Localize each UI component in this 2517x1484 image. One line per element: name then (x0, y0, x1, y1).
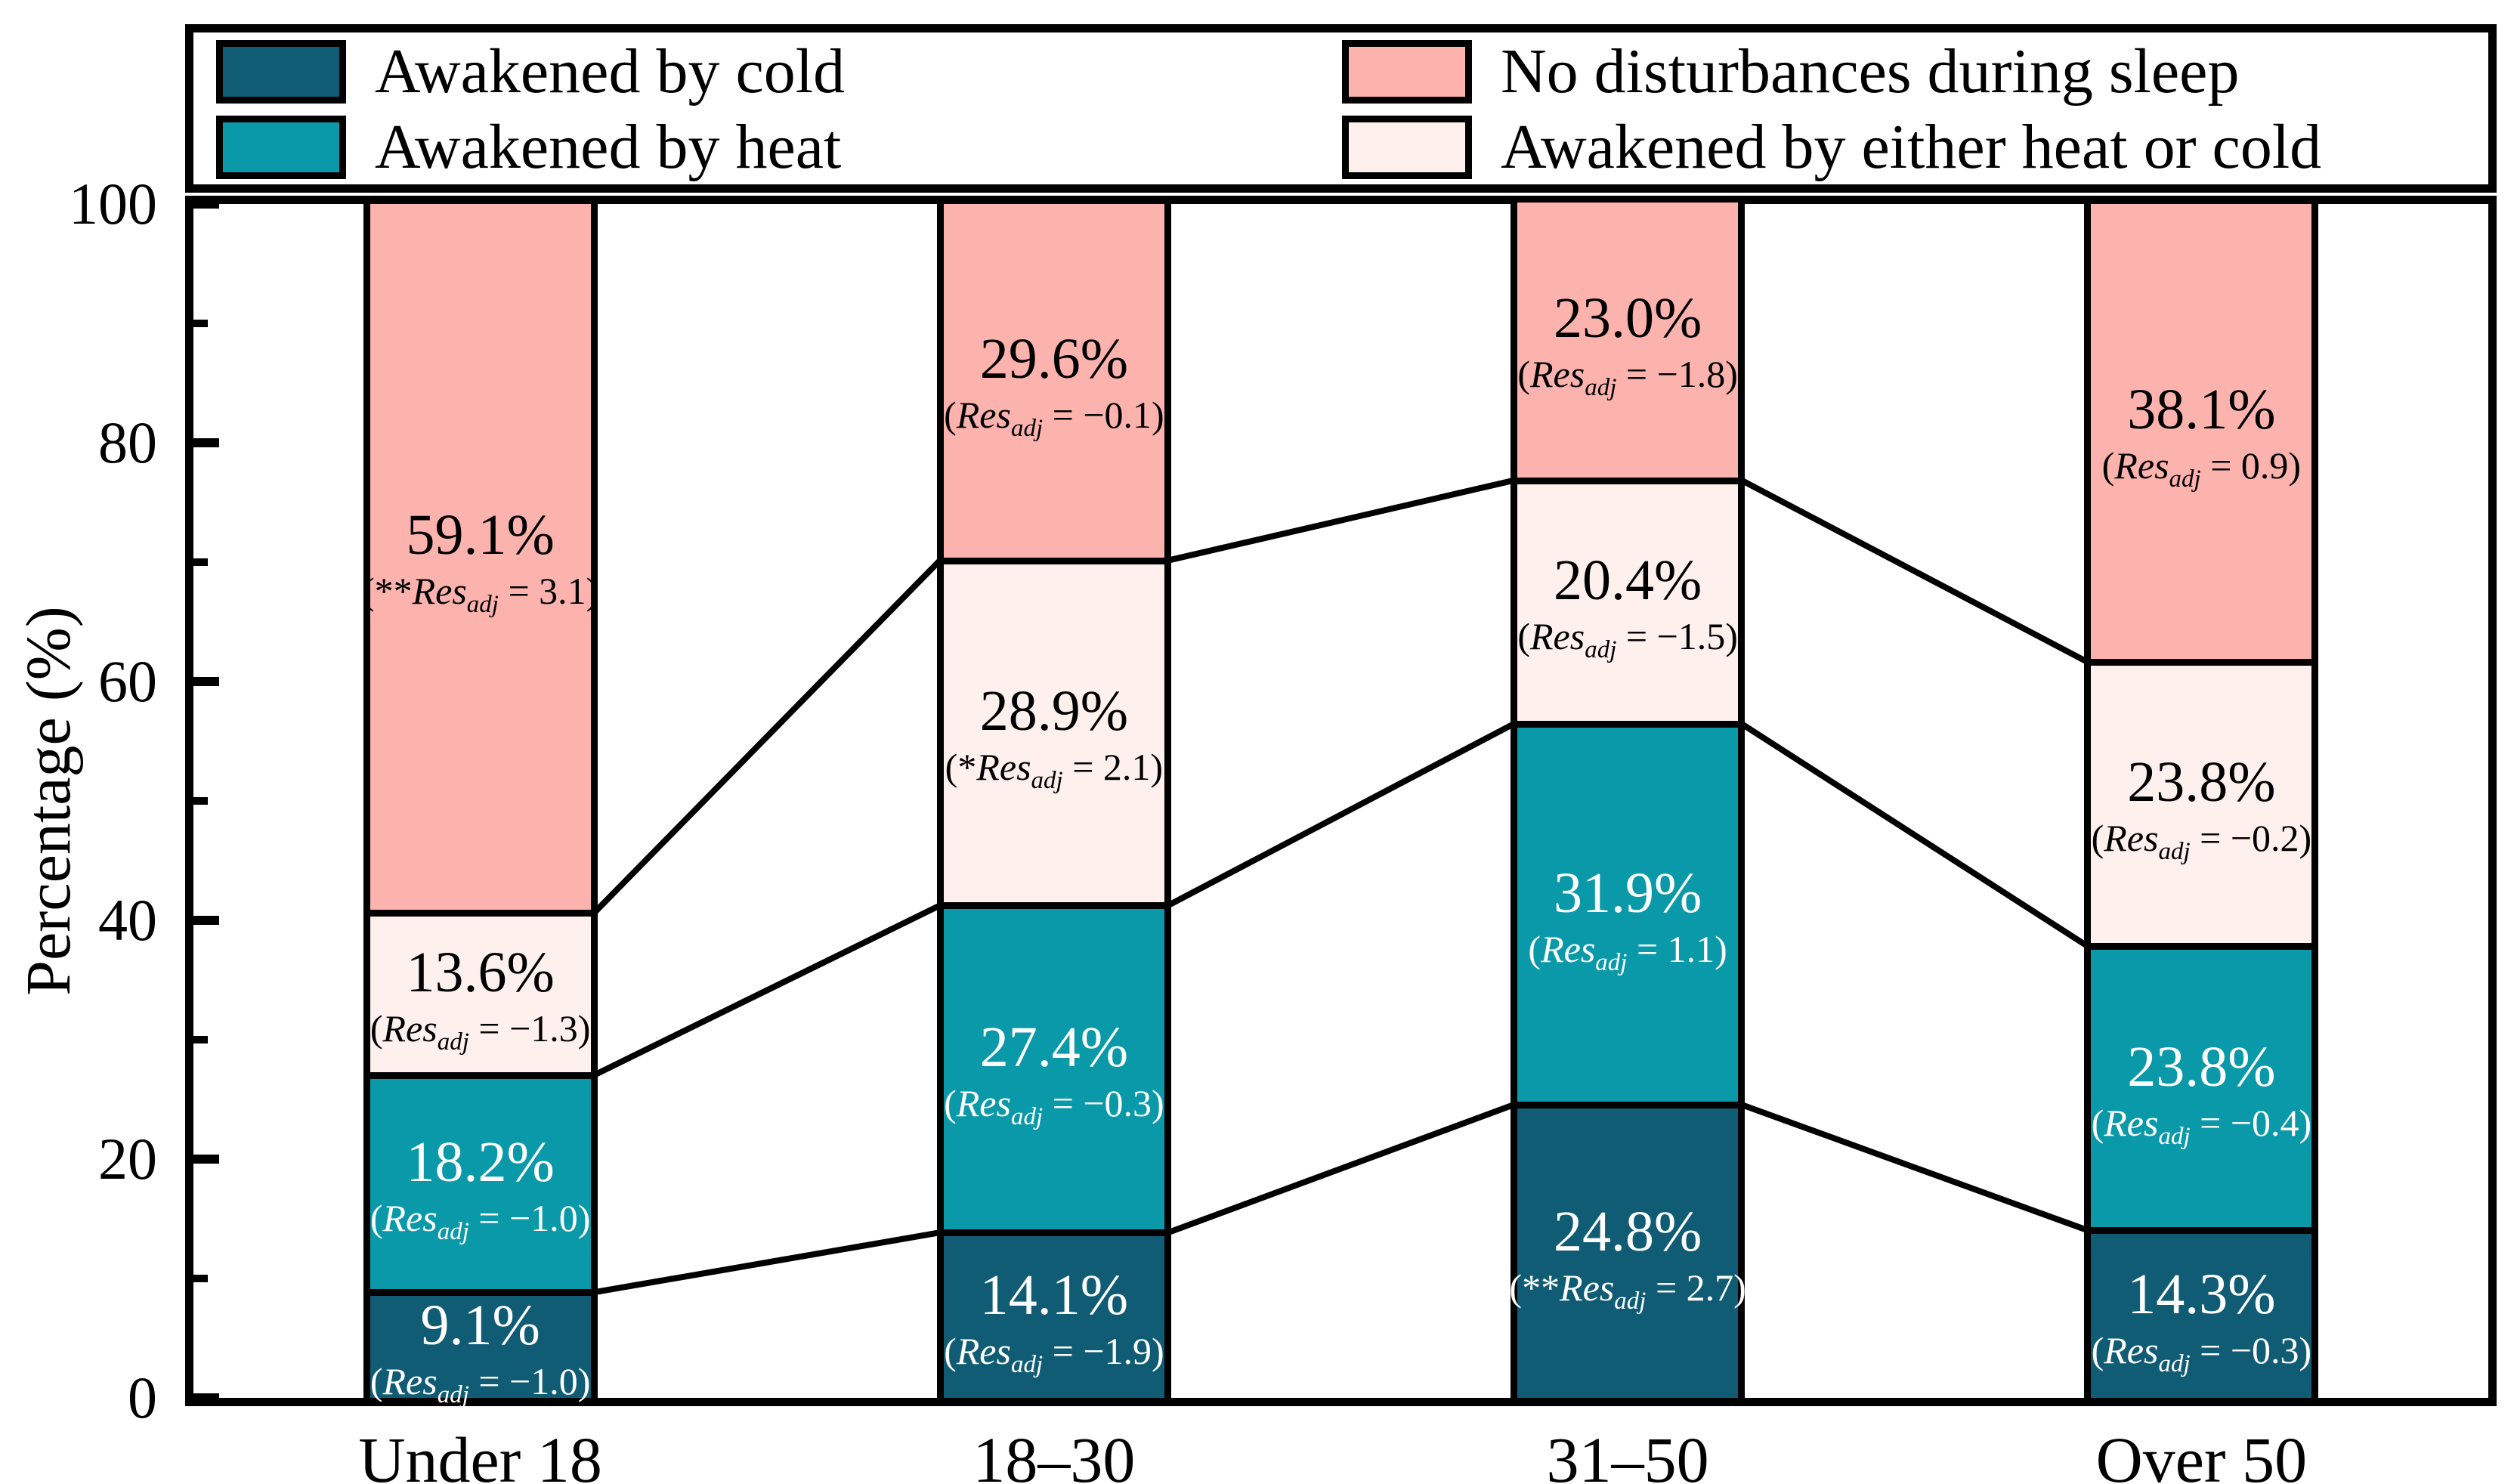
y-minor-tick (193, 797, 208, 805)
segment-res-adj-value: (*Resadj = 2.1) (945, 746, 1164, 795)
segment-pct-value: 14.3% (2127, 1262, 2276, 1326)
legend-item-label: Awakened by heat (375, 112, 842, 182)
bar-segment-18-30-awakened-by-heat: 27.4% (Resadj = −0.3) (936, 902, 1171, 1230)
legend-box: Awakened by cold Awakened by heat No distu… (185, 24, 2497, 193)
y-tick-label: 40 (98, 887, 157, 953)
y-tick-label: 100 (69, 171, 157, 237)
y-tick-label: 60 (98, 648, 157, 714)
segment-res-adj-value: (Resadj = −1.0) (370, 1196, 591, 1245)
segment-pct-value: 38.1% (2127, 377, 2276, 441)
segment-pct-value: 31.9% (1553, 861, 1702, 925)
y-major-tick (193, 916, 219, 925)
segment-res-adj-value: (Resadj = −0.4) (2091, 1101, 2312, 1150)
segment-pct-value: 18.2% (406, 1130, 555, 1194)
y-tick-label: 80 (98, 410, 157, 475)
plot-frame (185, 196, 2497, 1406)
legend-swatch-awakened-by-either-heat-or-cold (1342, 116, 1472, 179)
bar-segment-under-18-no-disturbances-during-sleep: 59.1% (**Resadj = 3.1) (361, 204, 599, 910)
segment-res-adj-value: (Resadj = −1.5) (1517, 615, 1738, 664)
segment-label: 28.9% (*Resadj = 2.1) (945, 677, 1164, 795)
segment-label: 14.3% (Resadj = −0.3) (2091, 1260, 2312, 1377)
segment-res-adj-value: (Resadj = 0.9) (2101, 444, 2302, 493)
segment-label: 38.1% (Resadj = 0.9) (2101, 376, 2302, 493)
y-major-tick (193, 199, 219, 209)
bar-segment-31-50-awakened-by-cold: 24.8% (**Resadj = 2.7) (1509, 1102, 1746, 1398)
x-tick-label-31-50: 31–50 (1546, 1424, 1709, 1484)
segment-label: 18.2% (Resadj = −1.0) (370, 1128, 591, 1245)
segment-res-adj-value: (Resadj = −0.2) (2091, 817, 2312, 866)
segment-pct-value: 9.1% (420, 1293, 540, 1357)
bar-segment-18-30-awakened-by-cold: 14.1% (Resadj = −1.9) (936, 1229, 1171, 1398)
y-minor-tick (193, 320, 208, 327)
segment-label: 59.1% (**Resadj = 3.1) (361, 501, 599, 618)
segment-label: 23.8% (Resadj = −0.2) (2091, 748, 2312, 866)
y-tick-label: 20 (98, 1126, 157, 1192)
segment-label: 9.1% (Resadj = −1.0) (370, 1291, 591, 1408)
bar-segment-over-50-awakened-by-cold: 14.3% (Resadj = −0.3) (2084, 1227, 2319, 1398)
segment-label: 24.8% (**Resadj = 2.7) (1509, 1198, 1746, 1315)
segment-res-adj-value: (Resadj = −1.9) (944, 1330, 1164, 1379)
bar-segment-over-50-awakened-by-either-heat-or-cold: 23.8% (Resadj = −0.2) (2084, 658, 2319, 943)
y-major-tick (193, 1155, 219, 1164)
bar-segment-under-18-awakened-by-cold: 9.1% (Resadj = −1.0) (363, 1289, 598, 1407)
segment-pct-value: 24.8% (1553, 1199, 1702, 1263)
x-tick-label-18-30: 18–30 (972, 1424, 1136, 1484)
bar-segment-18-30-no-disturbances-during-sleep: 29.6% (Resadj = −0.1) (936, 204, 1171, 558)
segment-pct-value: 23.0% (1553, 286, 1702, 351)
segment-pct-value: 27.4% (979, 1016, 1129, 1080)
bar-segment-under-18-awakened-by-heat: 18.2% (Resadj = −1.0) (363, 1071, 598, 1290)
segment-pct-value: 59.1% (406, 502, 555, 567)
segment-label: 23.0% (Resadj = −1.8) (1517, 284, 1738, 402)
segment-label: 27.4% (Resadj = −0.3) (944, 1013, 1164, 1131)
segment-res-adj-value: (Resadj = 1.1) (1528, 927, 1727, 976)
segment-label: 31.9% (Resadj = 1.1) (1528, 859, 1727, 976)
segment-res-adj-value: (**Resadj = 3.1) (361, 569, 599, 618)
y-minor-tick (193, 1036, 208, 1043)
y-tick-label: 0 (128, 1365, 157, 1430)
y-minor-tick (193, 1275, 208, 1282)
legend-swatch-no-disturbances-during-sleep (1342, 40, 1472, 104)
segment-pct-value: 13.6% (406, 940, 555, 1004)
segment-label: 29.6% (Resadj = −0.1) (944, 325, 1164, 442)
segment-pct-value: 14.1% (979, 1263, 1129, 1328)
segment-res-adj-value: (Resadj = −1.8) (1517, 353, 1738, 402)
y-minor-tick (193, 558, 208, 566)
legend-item-label: Awakened by either heat or cold (1501, 112, 2322, 182)
segment-res-adj-value: (Resadj = −1.0) (370, 1359, 591, 1408)
bar-segment-31-50-awakened-by-either-heat-or-cold: 20.4% (Resadj = −1.5) (1511, 477, 1746, 722)
y-major-tick (193, 1393, 219, 1402)
y-major-tick (193, 438, 219, 447)
bar-segment-under-18-awakened-by-either-heat-or-cold: 13.6% (Resadj = −1.3) (363, 909, 598, 1072)
x-tick-label-under-18: Under 18 (358, 1424, 602, 1484)
legend-swatch-awakened-by-cold (216, 40, 346, 104)
segment-label: 14.1% (Resadj = −1.9) (944, 1261, 1164, 1379)
bar-segment-18-30-awakened-by-either-heat-or-cold: 28.9% (*Resadj = 2.1) (936, 557, 1171, 903)
segment-label: 23.8% (Resadj = −0.4) (2091, 1033, 2312, 1150)
segment-res-adj-value: (Resadj = −1.3) (370, 1006, 591, 1056)
segment-pct-value: 20.4% (1553, 549, 1702, 613)
y-major-tick (193, 677, 219, 686)
segment-pct-value: 28.9% (979, 679, 1129, 744)
legend-item-label: No disturbances during sleep (1501, 36, 2240, 107)
legend-item-label: Awakened by cold (375, 36, 846, 107)
legend-swatch-awakened-by-heat (216, 116, 346, 179)
segment-pct-value: 23.8% (2127, 1034, 2276, 1099)
segment-res-adj-value: (**Resadj = 2.7) (1509, 1266, 1746, 1315)
bar-segment-over-50-no-disturbances-during-sleep: 38.1% (Resadj = 0.9) (2084, 204, 2319, 659)
x-tick-label-over-50: Over 50 (2095, 1424, 2308, 1484)
segment-pct-value: 29.6% (979, 326, 1129, 391)
segment-res-adj-value: (Resadj = −0.3) (944, 1082, 1164, 1131)
segment-res-adj-value: (Resadj = −0.1) (944, 393, 1164, 442)
bar-segment-over-50-awakened-by-heat: 23.8% (Resadj = −0.4) (2084, 943, 2319, 1228)
segment-label: 13.6% (Resadj = −1.3) (370, 938, 591, 1056)
segment-res-adj-value: (Resadj = −0.3) (2091, 1328, 2312, 1377)
segment-pct-value: 23.8% (2127, 750, 2276, 815)
bar-segment-31-50-no-disturbances-during-sleep: 23.0% (Resadj = −1.8) (1511, 203, 1746, 478)
bar-segment-31-50-awakened-by-heat: 31.9% (Resadj = 1.1) (1511, 721, 1746, 1102)
segment-label: 20.4% (Resadj = −1.5) (1517, 546, 1738, 664)
